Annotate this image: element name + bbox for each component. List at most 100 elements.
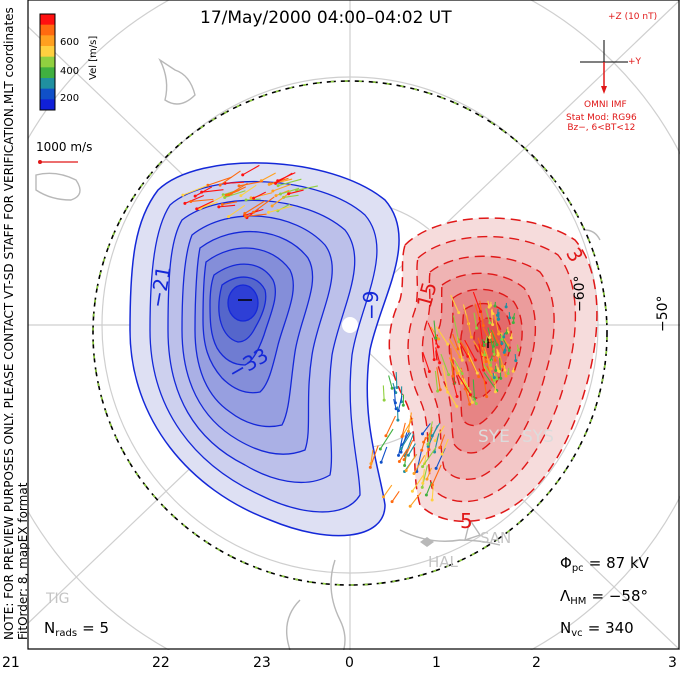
velocity-vector-origin: [505, 331, 509, 335]
stat-model: Stat Mod: RG96 Bz−, 6<BT<12: [566, 113, 637, 133]
velocity-vector-origin: [426, 445, 430, 449]
stat-value: = 87 kV: [588, 554, 649, 572]
reference-vector-label: 1000 m/s: [36, 140, 93, 154]
mlt-tick: 2: [532, 655, 541, 671]
velocity-vector: [442, 364, 449, 393]
velocity-vector-origin: [477, 375, 481, 379]
velocity-vector-origin: [267, 210, 271, 214]
velocity-vector-origin: [468, 402, 472, 406]
velocity-vector: [190, 198, 214, 203]
velocity-vector: [218, 204, 236, 208]
velocity-vector-origin: [195, 207, 199, 211]
velocity-vector-origin: [469, 335, 473, 339]
velocity-vector: [405, 454, 417, 471]
stat-value: = 340: [587, 619, 634, 637]
color-bar-swatch: [40, 14, 55, 26]
velocity-vector-origin: [506, 371, 510, 375]
velocity-vector: [402, 417, 414, 436]
color-bar-swatch: [40, 35, 55, 47]
velocity-vector: [431, 464, 442, 485]
velocity-vector-origin: [382, 495, 386, 499]
velocity-vector: [245, 213, 267, 217]
velocity-vector-origin: [287, 192, 291, 196]
velocity-vector: [272, 183, 291, 192]
velocity-vector-origin: [446, 342, 450, 346]
velocity-vector-origin: [491, 323, 495, 327]
velocity-vector: [478, 343, 485, 371]
velocity-vector: [466, 315, 472, 338]
velocity-vector-origin: [455, 371, 459, 375]
velocity-vector: [472, 291, 481, 312]
velocity-vector-origin: [460, 358, 464, 362]
mlt-tick: 1: [432, 655, 441, 671]
velocity-vector-origin: [468, 393, 472, 397]
velocity-vector: [435, 347, 441, 363]
velocity-vector: [288, 189, 304, 195]
velocity-vector: [479, 300, 484, 326]
velocity-vector-origin: [394, 407, 398, 411]
stat-symbol: Λ: [560, 587, 571, 605]
velocity-vector: [441, 438, 449, 455]
velocity-vector: [473, 312, 478, 329]
velocity-vector-origin: [420, 432, 424, 436]
velocity-vector-origin: [412, 471, 416, 475]
velocity-vector: [421, 436, 427, 451]
velocity-vector-origin: [503, 353, 507, 357]
velocity-vector: [499, 358, 502, 379]
velocity-vector-origin: [440, 452, 444, 456]
color-bar-swatch: [40, 24, 55, 36]
velocity-vector-origin: [397, 460, 401, 464]
velocity-vector: [401, 422, 406, 437]
velocity-vector-origin: [478, 310, 482, 314]
stat-value: = 5: [82, 619, 110, 637]
velocity-vector-origin: [466, 354, 470, 358]
velocity-vector-origin: [432, 358, 436, 362]
velocity-vector-origin: [492, 352, 496, 356]
velocity-vector: [275, 172, 293, 184]
reference-vector: [38, 160, 78, 164]
velocity-vector: [277, 178, 302, 187]
velocity-vector-origin: [474, 402, 478, 406]
velocity-vector: [407, 412, 412, 432]
velocity-vector: [485, 308, 491, 323]
velocity-vector-origin: [482, 343, 486, 347]
velocity-vector: [253, 191, 266, 199]
velocity-vector-origin: [499, 376, 503, 380]
velocity-vector-origin: [223, 196, 227, 200]
velocity-vector-origin: [460, 372, 464, 376]
velocity-vector: [472, 379, 476, 400]
velocity-vector-origin: [437, 337, 441, 341]
velocity-vector-origin: [218, 183, 222, 187]
velocity-vector-origin: [403, 464, 407, 468]
velocity-vector: [463, 381, 477, 404]
velocity-vector-origin: [406, 429, 410, 433]
velocity-vector: [440, 353, 450, 375]
velocity-vector: [491, 329, 506, 355]
velocity-vector: [451, 377, 458, 397]
velocity-vector-origin: [455, 394, 459, 398]
velocity-vector-origin: [484, 360, 488, 364]
station-label: SAN: [480, 529, 511, 547]
velocity-vector-origin: [408, 504, 412, 508]
velocity-vector-origin: [271, 189, 275, 193]
velocity-vector-origin: [507, 349, 511, 353]
velocity-vector-origin: [378, 447, 382, 451]
velocity-vector-origin: [396, 409, 400, 413]
station-label: TIG: [45, 591, 70, 607]
latitude-label: −60°: [572, 275, 588, 312]
velocity-vector-origin: [493, 358, 497, 362]
velocity-vector-origin: [489, 363, 493, 367]
color-bar-swatch: [40, 56, 55, 68]
velocity-vector: [393, 386, 396, 403]
velocity-vector: [379, 428, 394, 450]
velocity-vector: [385, 415, 396, 437]
velocity-vector-origin: [243, 211, 247, 215]
velocity-vector-origin: [368, 465, 372, 469]
velocity-vector: [477, 337, 487, 362]
velocity-vector-origin: [438, 388, 442, 392]
stat-symbol: N: [560, 619, 572, 637]
velocity-vector: [422, 446, 437, 467]
station-label: SYE: [478, 427, 510, 447]
velocity-vector: [464, 339, 476, 361]
velocity-vector: [431, 422, 441, 437]
